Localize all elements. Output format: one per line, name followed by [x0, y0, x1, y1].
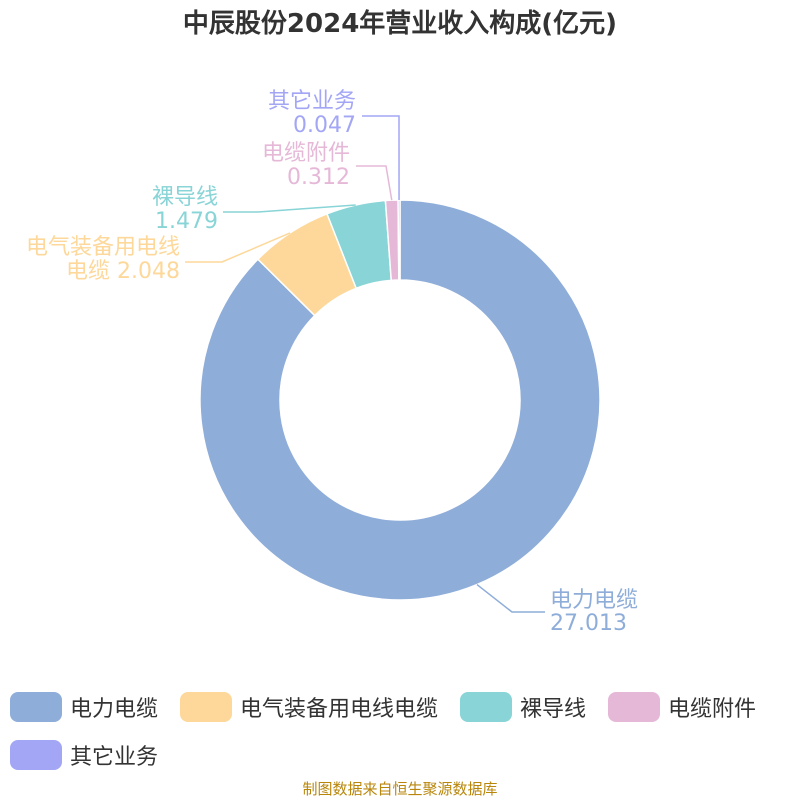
legend-item-equipment-wire[interactable]: 电气装备用电线电缆 [180, 688, 438, 726]
legend-swatch [608, 692, 661, 722]
legend-item-cable-accessories[interactable]: 电缆附件 [608, 688, 756, 726]
legend-swatch [10, 740, 62, 770]
leader-line [185, 232, 291, 263]
slice-label: 其它业务 [268, 89, 356, 114]
slice-label: 1.479 [155, 209, 218, 234]
chart-title: 中辰股份2024年营业收入构成(亿元) [182, 9, 618, 39]
slice-label: 27.013 [550, 611, 627, 636]
leader-line [223, 204, 356, 213]
slice-label: 电力电缆 [550, 588, 638, 613]
legend-swatch [180, 692, 233, 722]
donut-slice[interactable] [199, 199, 601, 601]
legend: 电力电缆 电气装备用电线电缆 裸导线 电缆附件 其它业务 [10, 688, 800, 784]
legend-item-power-cable[interactable]: 电力电缆 [10, 688, 158, 726]
slice-label: 电气装备用电线 [26, 235, 180, 260]
slice-label: 电缆附件 [262, 141, 350, 166]
data-source-note: 制图数据来自恒生聚源数据库 [302, 780, 498, 798]
legend-item-bare-wire[interactable]: 裸导线 [460, 688, 586, 726]
legend-label: 其它业务 [70, 745, 159, 770]
slice-label: 0.047 [293, 113, 356, 138]
slice-label: 裸导线 [152, 185, 218, 210]
leader-line [362, 115, 400, 201]
legend-label: 电力电缆 [70, 697, 159, 722]
legend-label: 电气装备用电线电缆 [240, 697, 439, 722]
legend-swatch [460, 692, 513, 722]
legend-item-other-business[interactable]: 其它业务 [10, 736, 158, 774]
slice-label: 0.312 [287, 165, 350, 190]
legend-label: 电缆附件 [668, 697, 757, 722]
leader-line [476, 584, 545, 613]
donut-slice[interactable] [397, 199, 401, 281]
legend-swatch [10, 692, 62, 722]
slice-label: 电缆 2.048 [66, 259, 180, 284]
legend-label: 裸导线 [520, 697, 587, 722]
leader-line [356, 165, 393, 201]
